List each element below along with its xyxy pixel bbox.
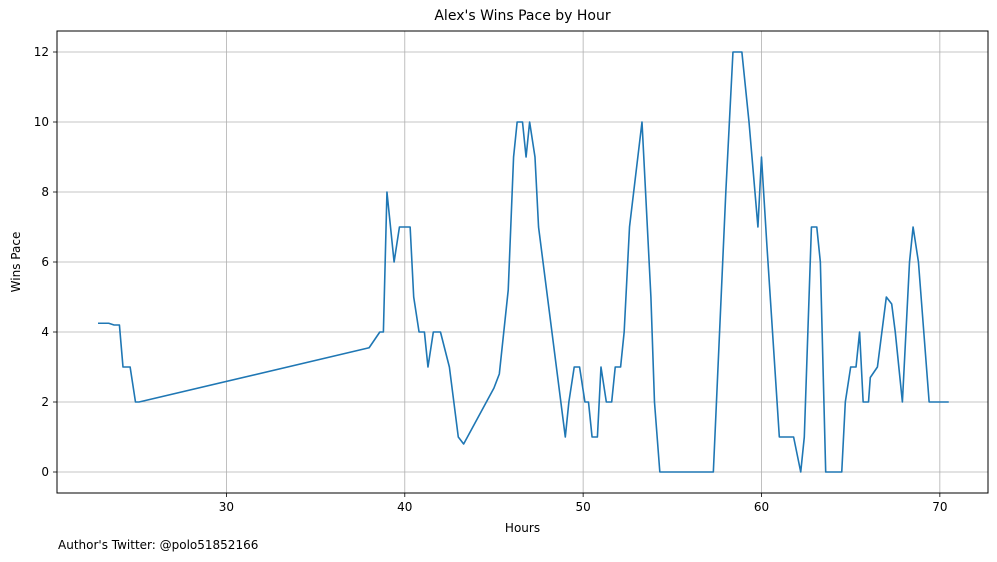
x-tick-label: 70 [932, 500, 947, 514]
chart-title: Alex's Wins Pace by Hour [434, 8, 611, 24]
y-tick-label: 12 [34, 45, 49, 59]
author-credit: Author's Twitter: @polo51852166 [58, 538, 259, 552]
y-tick-label: 8 [41, 185, 49, 199]
y-tick-label: 10 [34, 115, 49, 129]
x-tick-label: 50 [575, 500, 590, 514]
x-tick-label: 30 [219, 500, 234, 514]
y-tick-label: 2 [41, 395, 49, 409]
y-tick-label: 0 [41, 465, 49, 479]
y-tick-label: 4 [41, 325, 49, 339]
y-axis: 0 2 4 6 8 10 12 [34, 45, 57, 479]
y-tick-label: 6 [41, 255, 49, 269]
x-tick-label: 40 [397, 500, 412, 514]
x-axis-label: Hours [505, 521, 540, 535]
series-line [98, 51, 949, 473]
x-axis: 30 40 50 60 70 [219, 493, 947, 514]
series-group [98, 51, 949, 473]
y-axis-label: Wins Pace [9, 232, 23, 293]
grid [57, 31, 988, 493]
x-tick-label: 60 [754, 500, 769, 514]
